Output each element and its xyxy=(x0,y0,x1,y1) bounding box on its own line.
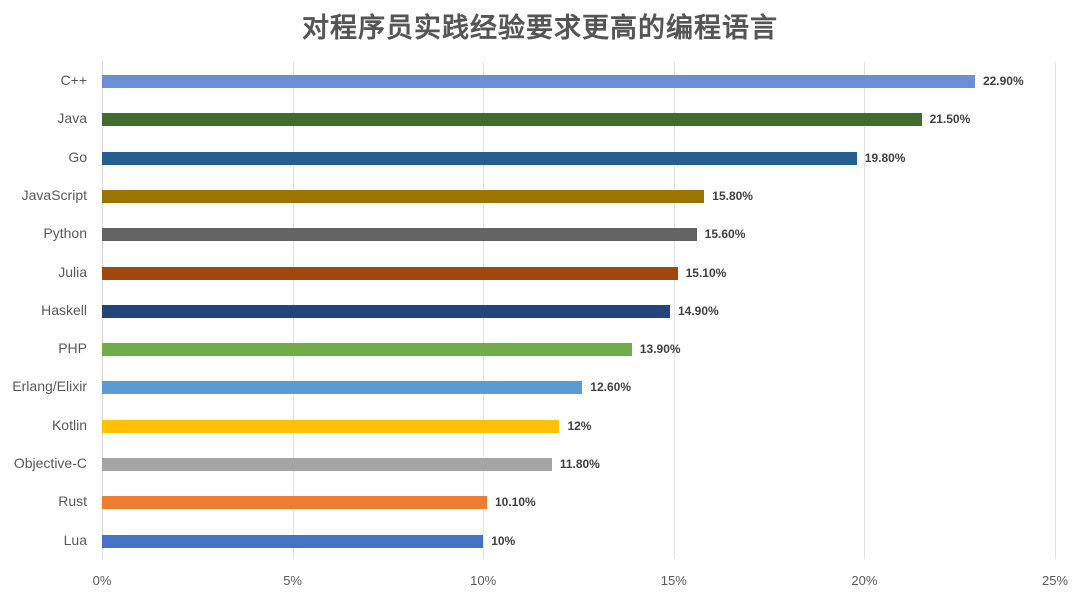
bar-row: Kotlin 12% xyxy=(0,416,1080,436)
bar-row: Erlang/Elixir 12.60% xyxy=(0,377,1080,397)
bar-row: Go 19.80% xyxy=(0,148,1080,168)
value-label: 10.10% xyxy=(495,495,536,510)
x-tick-label: 20% xyxy=(851,573,878,588)
bar-row: Julia 15.10% xyxy=(0,263,1080,283)
gridline xyxy=(864,62,866,559)
bar-row: Rust 10.10% xyxy=(0,492,1080,512)
x-tick-label: 15% xyxy=(660,573,687,588)
bar xyxy=(102,534,484,548)
gridline xyxy=(1055,62,1056,559)
category-label: Rust xyxy=(58,493,87,510)
bar xyxy=(102,458,552,471)
bar-row: Haskell 14.90% xyxy=(0,301,1080,321)
bar xyxy=(102,151,857,165)
bar xyxy=(102,343,632,357)
value-label: 10% xyxy=(491,533,516,548)
value-label: 11.80% xyxy=(559,457,600,471)
x-tick-label: 10% xyxy=(470,573,497,588)
bar-row: Objective-C 11.80% xyxy=(0,454,1080,474)
x-tick-label: 0% xyxy=(92,573,112,588)
category-label: JavaScript xyxy=(21,186,87,203)
bar-row: Python 15.60% xyxy=(0,224,1080,244)
value-label: 15.10% xyxy=(685,265,727,280)
category-label: Kotlin xyxy=(51,416,87,433)
x-tick-label: 5% xyxy=(283,573,302,588)
value-label: 15.60% xyxy=(704,227,746,242)
category-label: Erlang/Elixir xyxy=(12,378,87,395)
value-label: 12.60% xyxy=(590,380,631,395)
bar xyxy=(102,228,697,242)
category-label: Python xyxy=(43,225,87,242)
value-label: 15.80% xyxy=(712,188,753,203)
bar-row: PHP 13.90% xyxy=(0,339,1080,359)
value-label: 21.50% xyxy=(929,112,971,127)
bar xyxy=(102,189,705,203)
value-label: 12% xyxy=(567,418,592,433)
bar xyxy=(102,75,975,88)
category-label: Objective-C xyxy=(13,455,87,471)
bar xyxy=(102,266,678,280)
value-label: 19.80% xyxy=(864,150,906,165)
category-label: Julia xyxy=(58,263,87,280)
bar xyxy=(102,419,560,433)
bar xyxy=(102,496,487,510)
bar xyxy=(102,113,922,127)
value-label: 14.90% xyxy=(677,303,719,318)
value-label: 22.90% xyxy=(982,74,1024,88)
category-label: Go xyxy=(68,148,87,165)
value-label: 13.90% xyxy=(639,342,681,357)
category-label: PHP xyxy=(58,340,87,357)
plot-area: C++ 22.90% Java 21.50% Go 19.80% JavaScript 15.… xyxy=(12,62,1056,559)
category-label: Lua xyxy=(63,531,87,548)
bar-row: Java 21.50% xyxy=(0,109,1080,129)
bar-row: Lua 10% xyxy=(0,531,1080,551)
bar-row: JavaScript 15.80% xyxy=(0,186,1080,206)
category-label: Haskell xyxy=(41,301,87,318)
bar xyxy=(102,304,670,318)
x-tick-label: 25% xyxy=(1041,573,1069,588)
category-label: Java xyxy=(57,110,87,127)
bar xyxy=(102,381,583,395)
gridline xyxy=(673,62,675,559)
category-label: C++ xyxy=(60,72,87,88)
chart-title: 对程序员实践经验要求更高的编程语言 xyxy=(302,13,778,44)
bar-row: C++ 22.90% xyxy=(0,71,1080,91)
